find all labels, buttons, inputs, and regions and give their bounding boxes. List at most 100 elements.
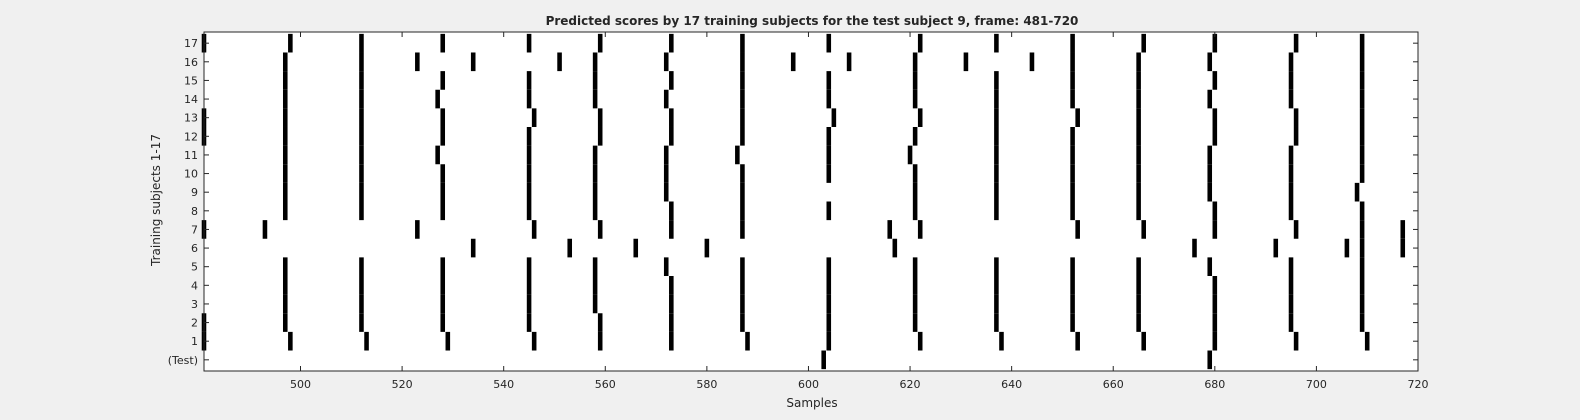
event-mark <box>364 331 369 351</box>
event-mark <box>740 164 745 183</box>
event-mark <box>912 89 918 109</box>
event-mark <box>531 220 537 239</box>
event-mark <box>1288 182 1294 202</box>
x-tick-label: 560 <box>595 378 616 391</box>
event-mark <box>1207 89 1213 109</box>
event-mark <box>531 108 537 127</box>
event-mark <box>1212 294 1218 314</box>
event-mark <box>359 145 364 165</box>
event-mark <box>1070 276 1075 295</box>
event-mark <box>1070 313 1075 332</box>
event-mark <box>994 294 999 314</box>
event-mark <box>1075 331 1080 351</box>
event-mark <box>359 52 364 72</box>
event-mark <box>445 331 451 351</box>
event-mark <box>282 126 288 146</box>
event-mark <box>1070 294 1075 314</box>
event-mark <box>994 145 999 165</box>
event-mark <box>282 313 288 332</box>
event-mark <box>1359 220 1365 239</box>
event-mark <box>1288 71 1294 90</box>
event-mark <box>663 145 669 165</box>
event-mark <box>288 331 293 351</box>
event-mark <box>592 276 598 295</box>
event-mark <box>1136 89 1141 109</box>
event-mark <box>1359 257 1365 277</box>
event-mark <box>282 201 288 221</box>
event-mark <box>740 313 745 332</box>
event-mark <box>994 182 999 202</box>
event-mark <box>1070 164 1075 183</box>
event-mark <box>745 331 750 351</box>
event-mark <box>1136 52 1141 72</box>
event-mark <box>1359 145 1365 165</box>
event-mark <box>831 108 837 127</box>
event-mark <box>526 257 532 277</box>
event-mark <box>282 164 288 183</box>
event-mark <box>592 164 598 183</box>
event-mark <box>440 71 446 90</box>
event-mark <box>1207 257 1213 277</box>
event-mark <box>597 108 603 127</box>
event-mark <box>597 331 603 351</box>
event-mark <box>1136 164 1141 183</box>
event-mark <box>359 89 364 109</box>
event-mark <box>740 182 745 202</box>
event-mark <box>1075 220 1080 239</box>
event-mark <box>1136 276 1141 295</box>
event-mark <box>282 89 288 109</box>
event-mark <box>1029 52 1035 72</box>
event-mark <box>917 33 923 53</box>
event-mark <box>1359 71 1365 90</box>
x-tick-label: 520 <box>392 378 413 391</box>
event-mark <box>1359 33 1365 53</box>
event-mark <box>1207 52 1213 72</box>
event-mark <box>912 126 918 146</box>
event-mark <box>1288 145 1294 165</box>
event-mark <box>826 164 832 183</box>
event-mark <box>1288 201 1294 221</box>
event-mark <box>1359 238 1365 258</box>
event-mark <box>440 108 446 127</box>
y-tick-label: 9 <box>191 186 198 199</box>
event-mark <box>669 71 674 90</box>
event-mark <box>669 331 674 351</box>
y-tick-label: 5 <box>191 261 198 274</box>
y-tick-label: 12 <box>184 130 198 143</box>
event-mark <box>1359 89 1365 109</box>
event-mark <box>1359 294 1365 314</box>
event-mark <box>415 220 420 239</box>
event-mark <box>669 108 674 127</box>
event-mark <box>994 257 999 277</box>
event-mark <box>1207 145 1213 165</box>
event-mark <box>1207 350 1213 370</box>
event-mark <box>1070 182 1075 202</box>
event-mark <box>821 350 826 370</box>
event-mark <box>1136 257 1141 277</box>
event-mark <box>526 276 532 295</box>
event-mark <box>917 108 923 127</box>
event-mark <box>994 71 999 90</box>
event-mark <box>526 145 532 165</box>
event-mark <box>740 71 745 90</box>
event-mark <box>1136 108 1141 127</box>
event-mark <box>846 52 852 72</box>
event-mark <box>359 276 364 295</box>
event-mark <box>1400 238 1406 258</box>
event-mark <box>917 220 923 239</box>
event-mark <box>669 220 674 239</box>
event-mark <box>1212 71 1218 90</box>
event-mark <box>1136 201 1141 221</box>
event-mark <box>288 33 293 53</box>
event-mark <box>597 313 603 332</box>
y-tick-label: 14 <box>184 93 198 106</box>
event-mark <box>1141 331 1146 351</box>
event-mark <box>359 294 364 314</box>
event-mark <box>740 108 745 127</box>
event-mark <box>282 71 288 90</box>
event-mark <box>740 257 745 277</box>
event-mark <box>826 145 832 165</box>
event-mark <box>597 33 603 53</box>
event-mark <box>1212 331 1218 351</box>
